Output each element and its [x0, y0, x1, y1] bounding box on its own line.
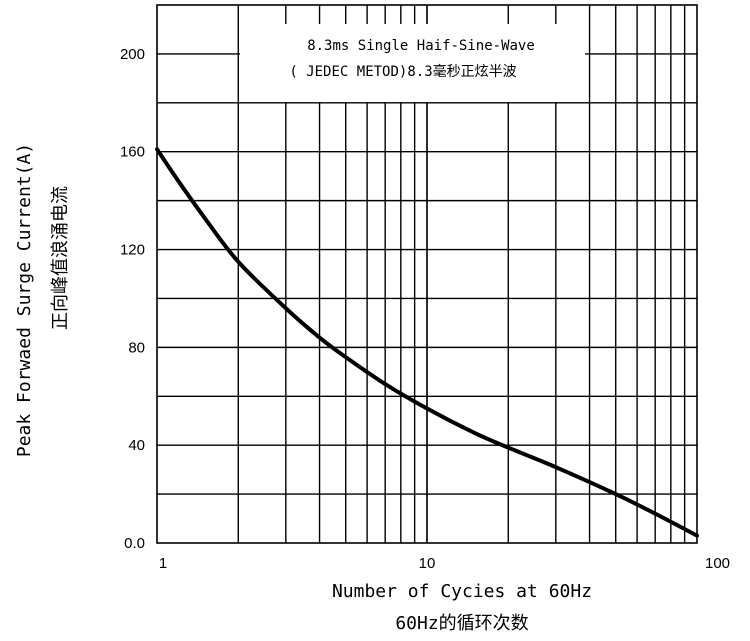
y-tick-label: 80	[128, 339, 145, 356]
annotation-box	[240, 24, 585, 102]
x-tick-label: 100	[705, 555, 730, 572]
x-tick-label: 10	[419, 555, 436, 572]
annotation-line-2: ( JEDEC METOD)8.3毫秒正炫半波	[289, 63, 516, 80]
y-tick-label: 40	[128, 437, 145, 454]
y-tick-label: 0.0	[124, 535, 145, 552]
tick-labels: 0.0 40 80 120 160 200 1 10 100	[120, 46, 730, 572]
x-axis-label-cn: 60Hz的循环次数	[395, 613, 528, 634]
y-axis-label: Peak Forwaed Surge Current(A)	[14, 143, 35, 457]
annotation-line-1: 8.3ms Single Haif-Sine-Wave	[307, 38, 535, 54]
y-tick-label: 200	[120, 46, 145, 63]
series-line	[155, 147, 699, 538]
series	[155, 147, 699, 538]
y-tick-label: 120	[120, 242, 145, 259]
y-tick-label: 160	[120, 144, 145, 161]
y-axis-label-cn: 正向峰值浪涌电流	[50, 186, 71, 330]
x-axis-label: Number of Cycies at 60Hz	[332, 581, 592, 602]
x-tick-label: 1	[159, 555, 167, 572]
